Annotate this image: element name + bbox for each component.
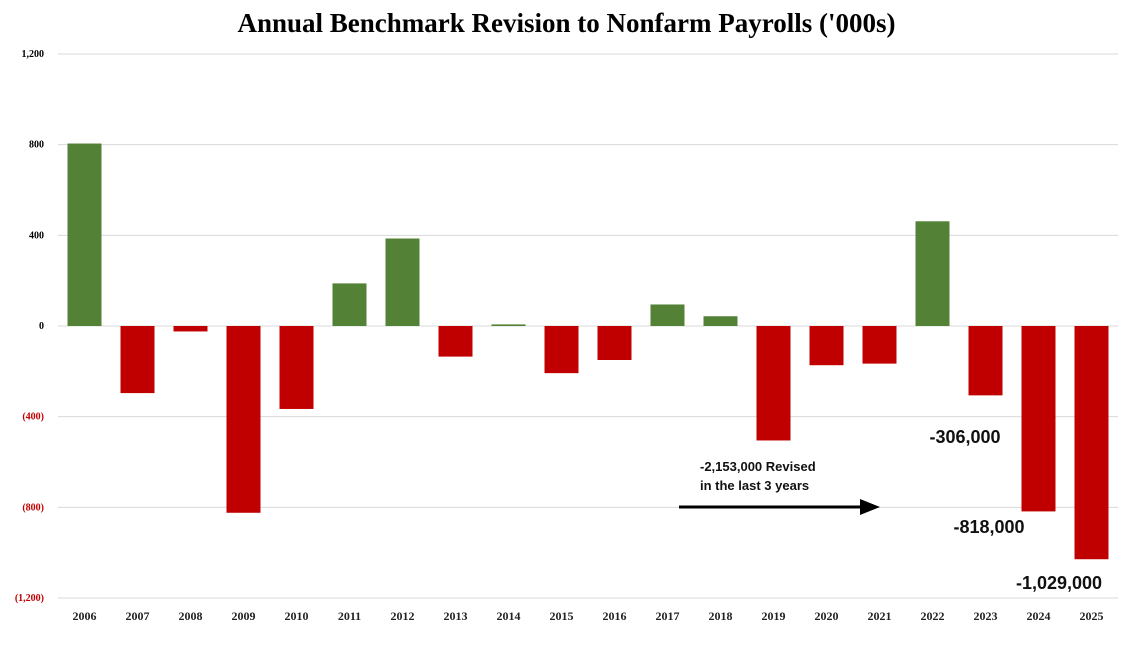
y-tick-label: (800) [22, 502, 44, 513]
chart-title: Annual Benchmark Revision to Nonfarm Pay… [237, 8, 896, 38]
bar-2020 [809, 326, 844, 366]
y-tick-label: (400) [22, 412, 44, 423]
bar-2018 [703, 316, 738, 326]
annotation-text-line1: -2,153,000 Revised [700, 459, 816, 474]
y-tick-label: 0 [39, 321, 44, 332]
x-tick-label: 2022 [921, 609, 945, 623]
y-tick-label: 400 [29, 230, 44, 241]
value-label-2024: -818,000 [953, 517, 1024, 537]
bar-2021 [862, 326, 897, 364]
value-label-2023: -306,000 [929, 427, 1000, 447]
arrow-head-icon [860, 499, 880, 515]
bar-2016 [597, 326, 632, 360]
bar-2010 [279, 326, 314, 409]
bar-2011 [332, 283, 367, 326]
x-tick-label: 2012 [391, 609, 415, 623]
bar-2007 [120, 326, 155, 394]
x-tick-label: 2020 [815, 609, 839, 623]
y-tick-label: 800 [29, 140, 44, 151]
y-tick-label: 1,200 [22, 49, 45, 60]
bar-2015 [544, 326, 579, 374]
y-tick-label: (1,200) [15, 593, 44, 604]
x-tick-label: 2006 [73, 609, 97, 623]
bar-2008 [173, 326, 208, 332]
x-tick-label: 2025 [1080, 609, 1104, 623]
bar-2017 [650, 304, 685, 326]
annotation-text-line2: in the last 3 years [700, 478, 809, 493]
bar-2022 [915, 221, 950, 326]
bar-2019 [756, 326, 791, 441]
x-tick-label: 2018 [709, 609, 733, 623]
bar-2012 [385, 238, 420, 326]
x-tick-label: 2011 [338, 609, 361, 623]
value-label-2025: -1,029,000 [1016, 573, 1102, 593]
x-tick-label: 2023 [974, 609, 998, 623]
bar-2009 [226, 326, 261, 513]
x-tick-label: 2013 [444, 609, 468, 623]
x-tick-label: 2016 [603, 609, 627, 623]
bar-2024 [1021, 326, 1056, 512]
x-tick-label: 2009 [232, 609, 256, 623]
x-tick-label: 2007 [126, 609, 150, 623]
x-tick-label: 2015 [550, 609, 574, 623]
bar-2013 [438, 326, 473, 357]
bar-2006 [67, 143, 102, 326]
x-tick-label: 2008 [179, 609, 203, 623]
bar-2025 [1074, 326, 1109, 560]
x-tick-label: 2021 [868, 609, 892, 623]
bar-2014 [491, 324, 526, 326]
x-tick-label: 2017 [656, 609, 680, 623]
x-tick-label: 2024 [1027, 609, 1051, 623]
x-tick-label: 2014 [497, 609, 521, 623]
x-tick-label: 2019 [762, 609, 786, 623]
x-tick-label: 2010 [285, 609, 309, 623]
bar-2023 [968, 326, 1003, 396]
